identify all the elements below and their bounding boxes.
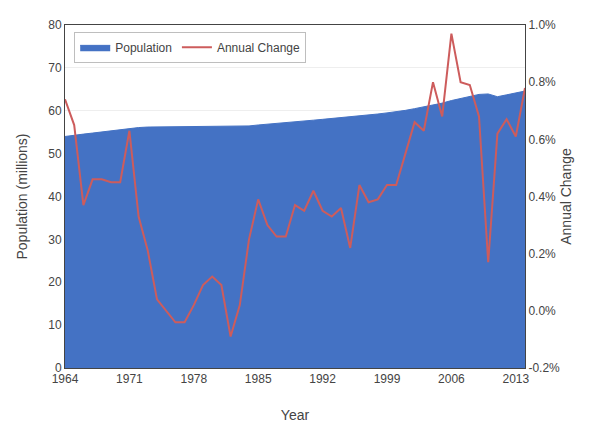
svg-text:-0.2%: -0.2% bbox=[528, 361, 560, 375]
svg-text:1999: 1999 bbox=[374, 372, 401, 386]
svg-text:Population: Population bbox=[115, 41, 172, 55]
svg-text:2013: 2013 bbox=[502, 372, 529, 386]
svg-text:1978: 1978 bbox=[180, 372, 207, 386]
svg-text:70: 70 bbox=[48, 61, 62, 75]
svg-text:1985: 1985 bbox=[245, 372, 272, 386]
svg-text:1971: 1971 bbox=[116, 372, 143, 386]
svg-text:10: 10 bbox=[48, 318, 62, 332]
svg-text:0.0%: 0.0% bbox=[528, 304, 556, 318]
svg-text:20: 20 bbox=[48, 275, 62, 289]
svg-text:1964: 1964 bbox=[52, 372, 79, 386]
svg-text:Year: Year bbox=[281, 407, 310, 423]
svg-text:1.0%: 1.0% bbox=[528, 18, 556, 32]
svg-text:40: 40 bbox=[48, 190, 62, 204]
svg-text:80: 80 bbox=[48, 18, 62, 32]
svg-text:Annual Change: Annual Change bbox=[217, 41, 300, 55]
svg-text:Population (millions): Population (millions) bbox=[14, 133, 30, 259]
svg-text:1992: 1992 bbox=[309, 372, 336, 386]
svg-text:2006: 2006 bbox=[438, 372, 465, 386]
svg-text:30: 30 bbox=[48, 233, 62, 247]
svg-text:50: 50 bbox=[48, 147, 62, 161]
svg-text:Annual Change: Annual Change bbox=[558, 148, 574, 245]
svg-text:60: 60 bbox=[48, 104, 62, 118]
svg-text:0.2%: 0.2% bbox=[528, 247, 556, 261]
svg-text:0.8%: 0.8% bbox=[528, 75, 556, 89]
svg-text:0.6%: 0.6% bbox=[528, 133, 556, 147]
svg-text:0.4%: 0.4% bbox=[528, 190, 556, 204]
svg-text:0: 0 bbox=[55, 361, 62, 375]
